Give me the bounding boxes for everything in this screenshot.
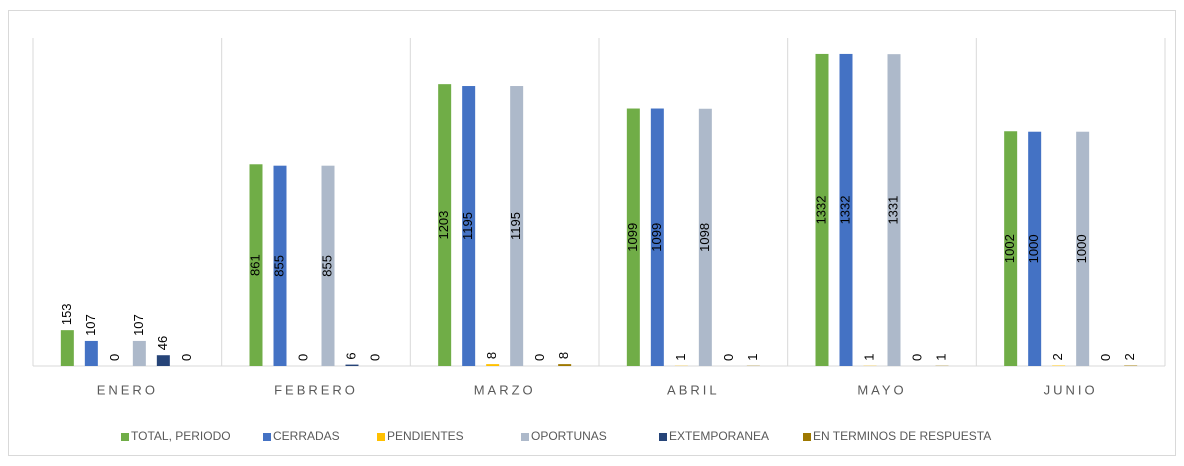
data-label: 1099: [625, 223, 640, 252]
x-tick-label: JUNIO: [1044, 382, 1098, 397]
legend-label: TOTAL, PERIODO: [131, 429, 231, 443]
bar: [60, 330, 74, 366]
bar: [486, 364, 500, 366]
data-label: 855: [271, 255, 286, 277]
legend-swatch: [659, 433, 667, 441]
data-label: 0: [721, 354, 736, 361]
data-label: 1: [745, 354, 760, 361]
legend-swatch: [263, 433, 271, 441]
bar: [249, 164, 263, 366]
x-tick-label: MARZO: [474, 382, 536, 397]
data-label: 861: [247, 254, 262, 276]
data-label: 8: [484, 352, 499, 359]
x-tick-label: FEBRERO: [274, 382, 358, 397]
bar: [558, 364, 572, 366]
data-label: 0: [295, 354, 310, 361]
bar: [626, 108, 640, 367]
data-label: 1099: [649, 223, 664, 252]
x-tick-label: ENERO: [97, 382, 158, 397]
data-label: 6: [343, 352, 358, 359]
data-label: 0: [179, 354, 194, 361]
chart-border: [8, 10, 1176, 456]
bar: [438, 84, 452, 366]
legend-label: EXTEMPORANEA: [669, 429, 769, 443]
x-tick-label: ABRIL: [667, 382, 720, 397]
data-label: 1331: [885, 196, 900, 225]
data-label: 1000: [1074, 234, 1089, 263]
data-label: 1: [861, 354, 876, 361]
bar: [273, 165, 287, 366]
data-label: 1332: [813, 196, 828, 225]
data-label: 153: [59, 303, 74, 325]
bar: [156, 355, 170, 366]
data-label: 107: [83, 314, 98, 336]
data-label: 1: [933, 354, 948, 361]
legend-swatch: [803, 433, 811, 441]
data-label: 1000: [1026, 234, 1041, 263]
data-label: 1332: [837, 196, 852, 225]
legend-swatch: [121, 433, 129, 441]
data-label: 1098: [697, 223, 712, 252]
data-label: 46: [155, 336, 170, 350]
bar: [698, 108, 712, 367]
bar: [345, 364, 359, 366]
data-label: 1002: [1002, 234, 1017, 263]
data-label: 1195: [460, 212, 475, 240]
bar: [839, 53, 853, 366]
data-label: 0: [532, 354, 547, 361]
data-label: 0: [909, 354, 924, 361]
data-label: 8: [556, 352, 571, 359]
bar: [84, 340, 98, 366]
legend-swatch: [521, 433, 529, 441]
bar: [1076, 131, 1090, 366]
legend-label: OPORTUNAS: [531, 429, 607, 443]
data-label: 1: [673, 354, 688, 361]
legend-label: EN TERMINOS DE RESPUESTA: [813, 429, 991, 443]
legend-label: PENDIENTES: [387, 429, 464, 443]
x-tick-label: MAYO: [857, 382, 906, 397]
bar: [462, 86, 476, 367]
bar: [321, 165, 335, 366]
data-label: 0: [367, 354, 382, 361]
bar: [887, 54, 901, 367]
data-label: 2: [1050, 353, 1065, 360]
legend-swatch: [377, 433, 385, 441]
data-label: 0: [107, 354, 122, 361]
data-label: 1203: [436, 211, 451, 240]
bar: [1028, 131, 1042, 366]
data-label: 107: [131, 314, 146, 336]
bar: [132, 340, 146, 366]
data-label: 855: [319, 255, 334, 277]
data-label: 0: [1098, 354, 1113, 361]
bar: [510, 86, 524, 367]
bar: [1004, 131, 1018, 366]
data-label: 1195: [508, 212, 523, 240]
bar: [815, 53, 829, 366]
bar: [650, 108, 664, 367]
data-label: 2: [1122, 353, 1137, 360]
legend-label: CERRADAS: [273, 429, 340, 443]
